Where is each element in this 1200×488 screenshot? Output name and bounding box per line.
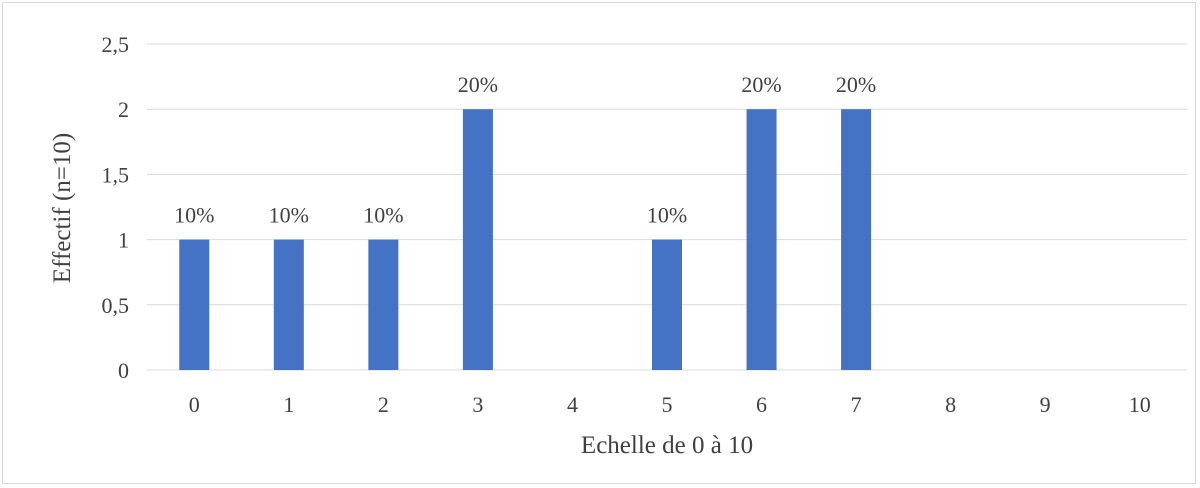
x-tick-label: 2 bbox=[378, 392, 389, 417]
x-tick-label: 10 bbox=[1129, 392, 1151, 417]
data-label: 10% bbox=[269, 203, 309, 228]
data-label: 20% bbox=[836, 72, 876, 97]
x-tick-label: 1 bbox=[283, 392, 294, 417]
x-tick-label: 4 bbox=[567, 392, 578, 417]
bar bbox=[841, 109, 872, 370]
x-tick-label: 7 bbox=[851, 392, 862, 417]
x-tick-label: 9 bbox=[1040, 392, 1051, 417]
data-label: 10% bbox=[174, 203, 214, 228]
bar bbox=[462, 109, 493, 370]
x-tick-label: 5 bbox=[662, 392, 673, 417]
y-tick-labels: 0 0,5 1 1,5 2 2,5 bbox=[102, 32, 130, 383]
data-labels: 10% 10% 10% 20% 10% 20% 20% bbox=[174, 72, 876, 227]
x-tick-label: 8 bbox=[945, 392, 956, 417]
bar bbox=[273, 239, 304, 370]
x-tick-labels: 0 1 2 3 4 5 6 7 8 9 10 bbox=[189, 392, 1151, 417]
y-tick-label: 2,5 bbox=[102, 32, 130, 57]
y-axis-title: Effectif (n=10) bbox=[49, 133, 76, 283]
data-label: 10% bbox=[647, 203, 687, 228]
y-tick-label: 2 bbox=[118, 97, 129, 122]
x-tick-label: 6 bbox=[756, 392, 767, 417]
bar bbox=[746, 109, 777, 370]
gridlines bbox=[147, 43, 1187, 371]
y-tick-label: 1,5 bbox=[102, 162, 130, 187]
bar bbox=[652, 239, 682, 370]
data-label: 20% bbox=[741, 72, 781, 97]
bar bbox=[368, 239, 399, 370]
bars bbox=[179, 109, 872, 370]
x-tick-label: 0 bbox=[189, 392, 200, 417]
x-axis-title: Echelle de 0 à 10 bbox=[581, 432, 753, 459]
y-tick-label: 0,5 bbox=[102, 293, 130, 318]
data-label: 10% bbox=[363, 203, 403, 228]
bar bbox=[179, 239, 210, 370]
data-label: 20% bbox=[458, 72, 498, 97]
y-tick-label: 1 bbox=[118, 228, 129, 253]
x-tick-label: 3 bbox=[472, 392, 483, 417]
y-tick-label: 0 bbox=[118, 358, 129, 383]
